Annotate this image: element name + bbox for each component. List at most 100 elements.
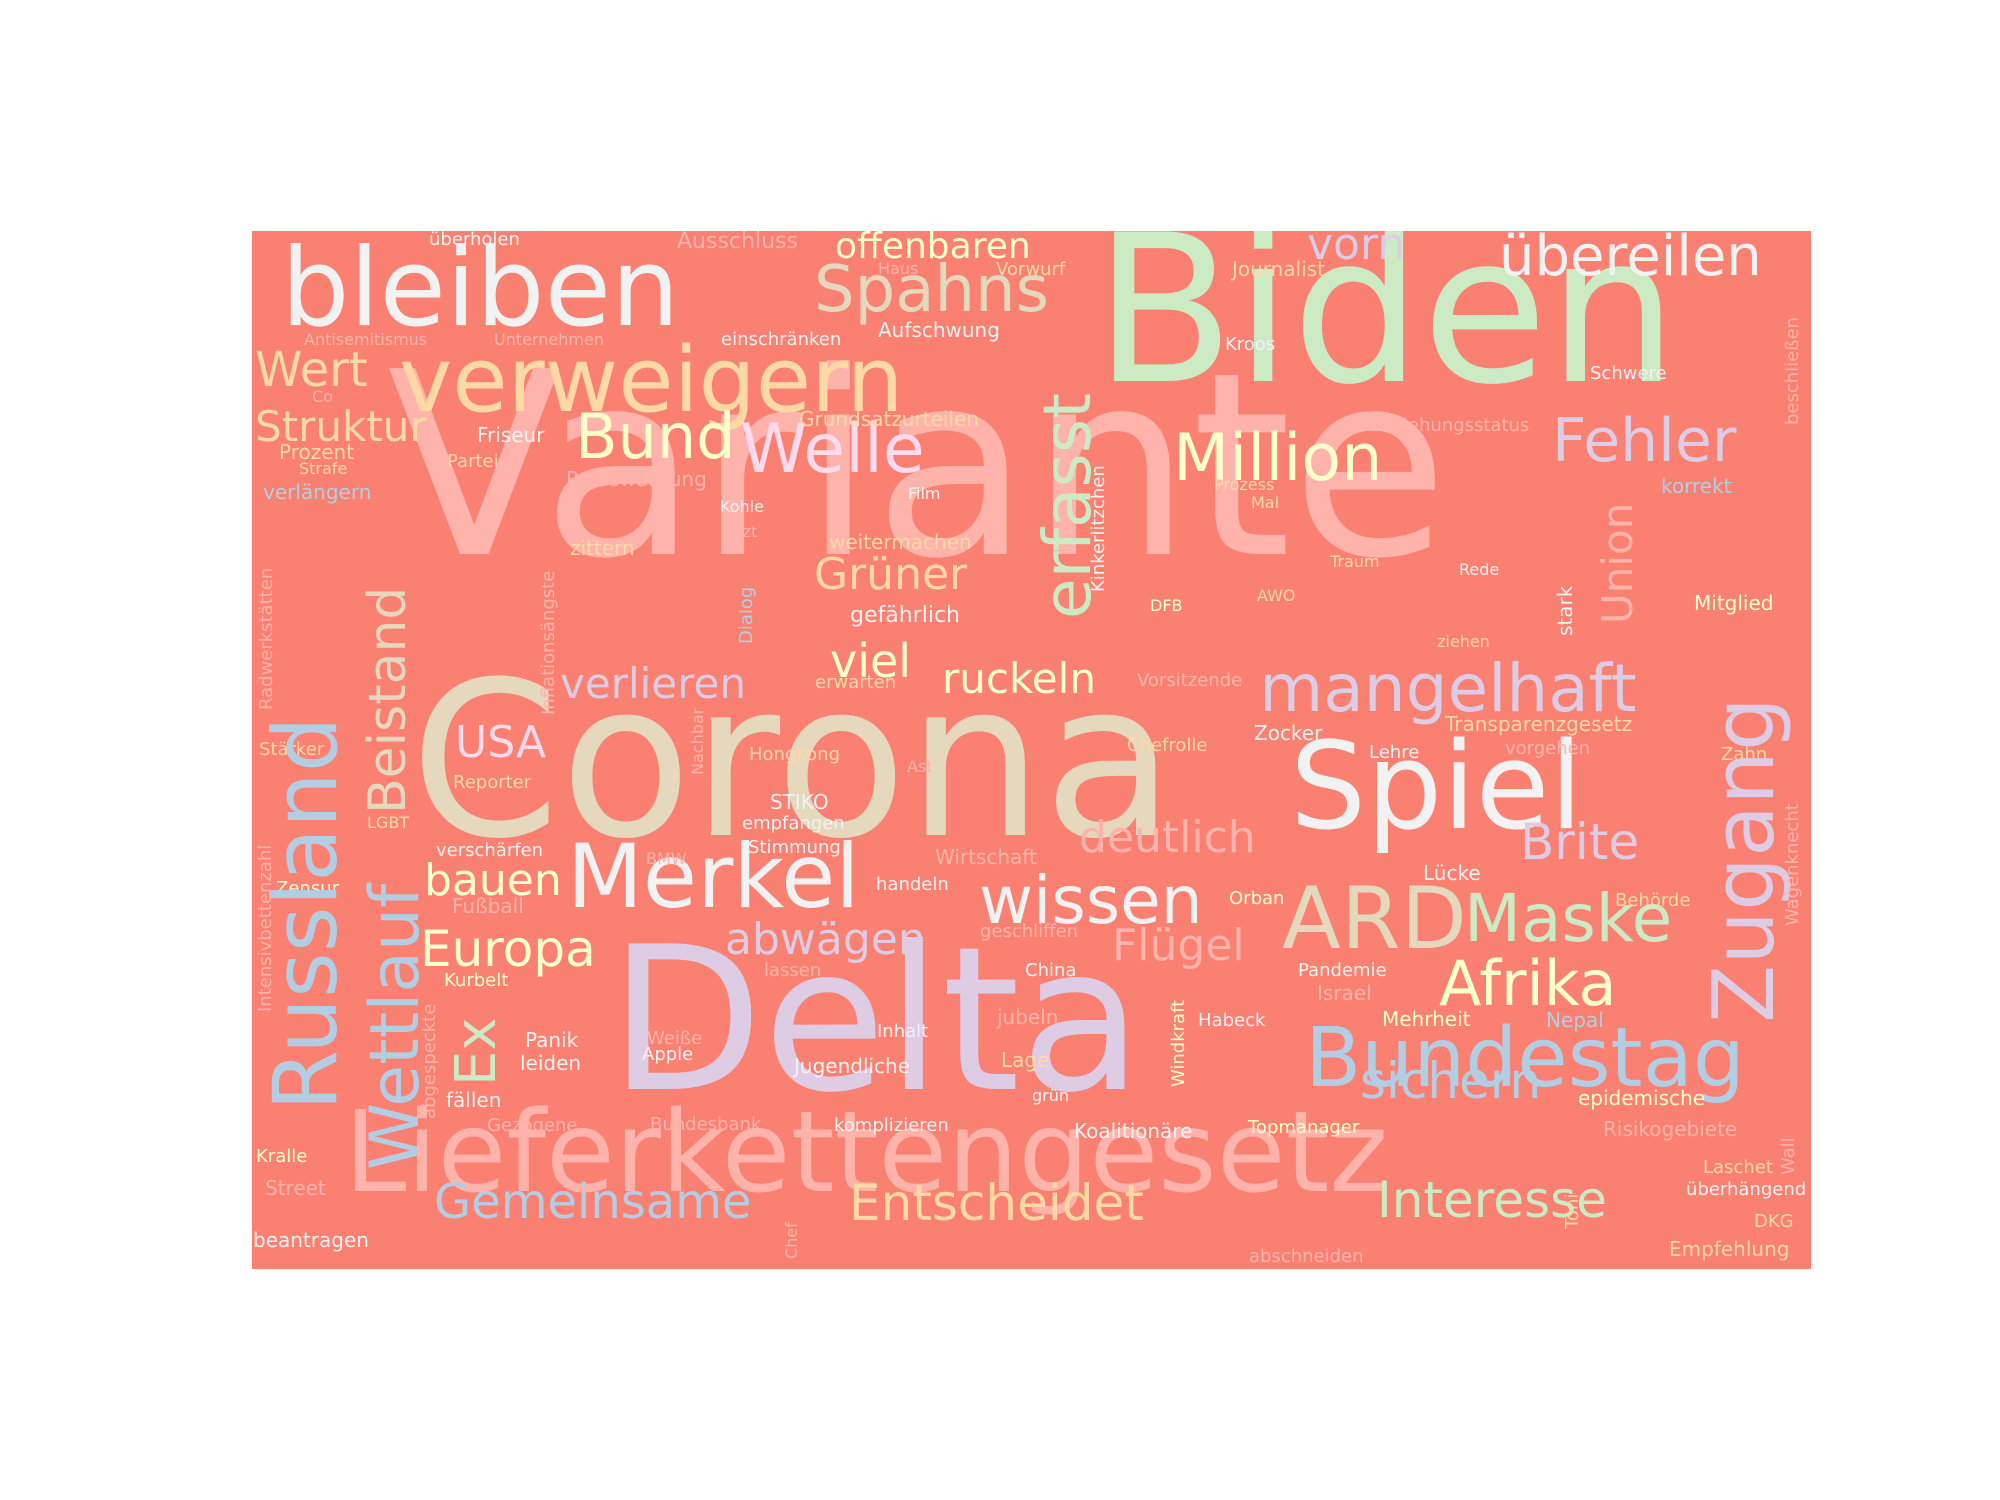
word-weisse: Weiße (647, 1028, 703, 1049)
word-entscheidet: Entscheidet (849, 1174, 1144, 1232)
word-radwerkstaetten: Radwerkstätten (256, 567, 277, 710)
word-beantragen: beantragen (253, 1228, 369, 1252)
word-dkg: DKG (1754, 1211, 1794, 1232)
word-topmanager: Topmanager (1248, 1117, 1360, 1138)
word-unternehmen: Unternehmen (494, 330, 604, 349)
word-vorn: vorn (1307, 231, 1406, 270)
word-bmw: BMW (646, 849, 687, 868)
word-traum: Traum (1330, 552, 1380, 571)
word-kohle: Kohle (720, 497, 764, 516)
word-bauen: bauen (424, 855, 562, 906)
word-spiel: Spiel (1290, 718, 1583, 857)
word-zocker: Zocker (1254, 721, 1323, 745)
word-wert: Wert (255, 342, 368, 398)
word-verschaerfen: verschärfen (436, 840, 544, 861)
word-zensur: Zensur (276, 878, 339, 899)
word-wall: Wall (1778, 1137, 1799, 1175)
word-letzt: letzt (722, 522, 758, 541)
word-street: Street (265, 1176, 326, 1200)
word-europa: Europa (420, 920, 596, 978)
word-stiko: STIKO (770, 790, 829, 814)
word-lassen: lassen (764, 960, 822, 981)
word-weitermachen: weitermachen (829, 530, 972, 554)
word-co: Co (312, 387, 333, 406)
word-beschliessen: beschließen (1782, 316, 1803, 425)
word-china: China (1025, 960, 1077, 981)
word-lage: Lage (1001, 1048, 1050, 1072)
word-israel: Israel (1317, 981, 1372, 1005)
word-faellen: fällen (446, 1088, 502, 1112)
word-wirtschaft: Wirtschaft (935, 845, 1037, 869)
word-kinkerlitzchen: Kinkerlitzchen (1088, 465, 1109, 592)
word-abgespeckte: abgespeckte (419, 1003, 440, 1119)
word-orban: Orban (1229, 888, 1285, 909)
word-ard: ARD (1282, 869, 1467, 969)
word-leiden: leiden (520, 1051, 582, 1075)
word-beziehungsstatus: Beziehungsstatus (1370, 415, 1530, 436)
word-inhalt: Inhalt (877, 1021, 929, 1042)
word-fluegel: Flügel (1112, 920, 1245, 971)
word-viel: viel (830, 634, 912, 688)
word-corona: Corona (410, 635, 1175, 886)
word-ziehen: ziehen (1437, 632, 1490, 651)
word-komplizieren: komplizieren (834, 1115, 949, 1136)
word-ex: Ex (444, 1017, 509, 1086)
word-lgbt: LGBT (367, 813, 410, 832)
word-erwarten: erwarten (815, 672, 897, 693)
word-korrekt: korrekt (1661, 474, 1732, 498)
word-rede: Rede (1459, 560, 1500, 579)
word-abwaegen: abwägen (725, 914, 926, 965)
word-uebereilen: übereilen (1499, 231, 1762, 289)
word-strafe: Strafe (299, 459, 348, 478)
word-deutlich: deutlich (1079, 812, 1256, 863)
word-handeln: handeln (876, 874, 949, 895)
word-mal: Mal (1251, 493, 1280, 512)
word-prozent: Prozent (279, 440, 355, 464)
word-reisewarnung: Reisewarnung (566, 467, 707, 491)
word-beistand: Beistand (358, 586, 418, 814)
word-usa: USA (455, 717, 547, 768)
word-transparenzgesetz: Transparenzgesetz (1445, 712, 1633, 736)
word-schwere: Schwere (1590, 363, 1667, 384)
word-gemeinsame: Gemeinsame (434, 1174, 752, 1230)
word-antisemitismus: Antisemitismus (304, 330, 428, 349)
word-inflationsaengste: Inflationsängste (538, 570, 559, 715)
word-zahn: Zahn (1721, 744, 1768, 765)
word-prozess: Prozess (1214, 475, 1275, 494)
word-spahns: Spahns (814, 253, 1049, 327)
word-haus: Haus (878, 259, 919, 278)
word-stimmung: Stimmung (748, 837, 841, 858)
word-welle: Welle (740, 410, 925, 489)
word-gezogene: Gezogene (487, 1115, 578, 1136)
word-vorsitzende: Vorsitzende (1137, 670, 1243, 691)
word-ueberholen: überholen (429, 231, 520, 250)
word-variante: Variante (387, 318, 1449, 615)
word-awo: AWO (1257, 586, 1296, 605)
word-windkraft: Windkraft (1168, 999, 1189, 1087)
word-film: Film (908, 484, 941, 503)
word-jubeln: jubeln (997, 1005, 1059, 1029)
word-offenbaren: offenbaren (835, 231, 1031, 267)
word-vorwurf: Vorwurf (996, 259, 1066, 280)
word-lieferkettengesetz: Lieferkettengesetz (344, 1088, 1389, 1218)
word-geschliffen: geschliffen (980, 921, 1079, 942)
word-kroos: Kroos (1225, 334, 1276, 355)
word-biden: Biden (1094, 231, 1678, 430)
word-ast: Ast (907, 757, 933, 776)
word-union: Union (1593, 502, 1642, 624)
word-wissen: wissen (979, 862, 1203, 939)
word-brite: Brite (1520, 813, 1640, 871)
word-bundestag: Bundestag (1305, 1011, 1745, 1106)
word-habeck: Habeck (1198, 1010, 1266, 1031)
word-kurbelt: Kurbelt (444, 970, 509, 991)
word-gefaehrlich: gefährlich (850, 603, 960, 628)
word-panik: Panik (525, 1028, 579, 1052)
word-fehler: Fehler (1552, 406, 1737, 476)
word-vorgehen: vorgehen (1505, 738, 1591, 759)
word-mitglied: Mitglied (1694, 591, 1774, 615)
word-intensivbettenzahl: Intensivbettenzahl (255, 844, 276, 1012)
word-jugendliche: Jugendliche (794, 1054, 911, 1078)
word-bundesbank: Bundesbank (650, 1114, 762, 1135)
word-delta: Delta (609, 904, 1143, 1137)
word-luecke: Lücke (1423, 861, 1481, 885)
